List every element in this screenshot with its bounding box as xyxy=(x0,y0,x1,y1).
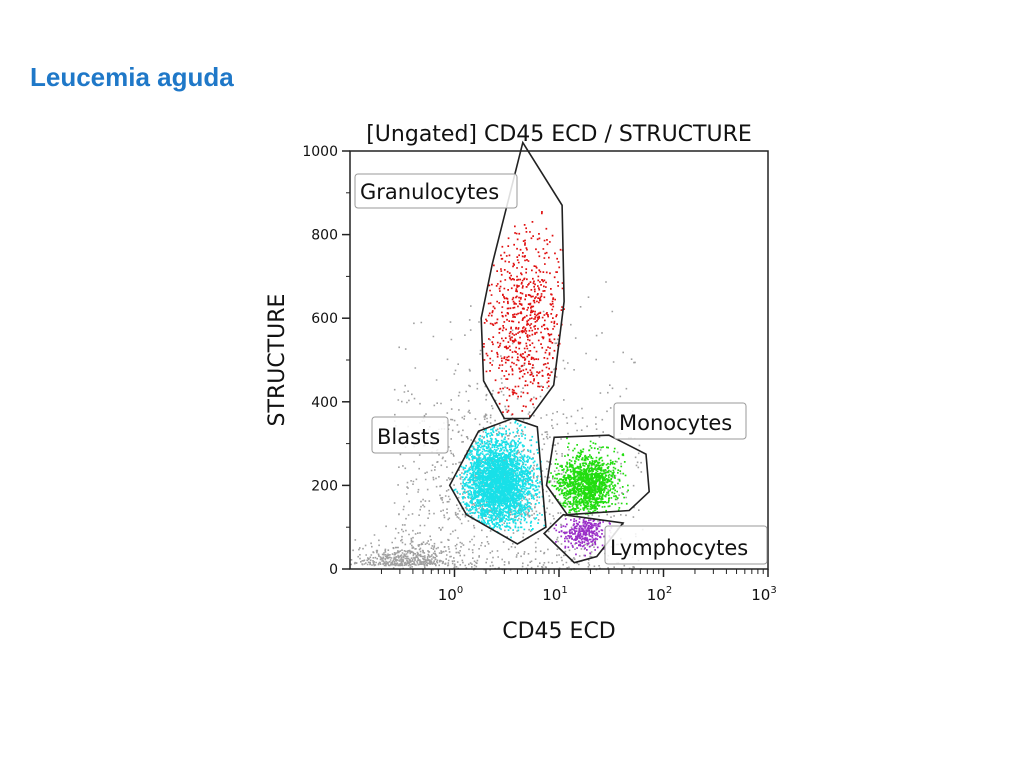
y-tick-label: 1000 xyxy=(302,144,338,160)
gate-label-text: Lymphocytes xyxy=(610,536,748,560)
events-granulocytes xyxy=(483,211,565,417)
y-tick-label: 800 xyxy=(311,228,338,244)
y-tick-label: 400 xyxy=(311,395,338,411)
gate-label-granulocytes: Granulocytes xyxy=(354,173,518,209)
gate-label-lymphocytes: Lymphocytes xyxy=(604,525,768,565)
y-tick-label: 0 xyxy=(329,562,338,578)
y-axis-label: STRUCTURE xyxy=(265,294,290,427)
events-blasts xyxy=(453,420,546,539)
events-layer xyxy=(350,211,644,571)
x-tick-label: 100 xyxy=(438,585,463,604)
events-lymphocytes xyxy=(553,517,616,557)
y-tick-label: 200 xyxy=(311,478,338,494)
events-monocytes xyxy=(548,437,629,517)
gate-lymphocytes[interactable] xyxy=(542,513,625,564)
x-tick-label: 103 xyxy=(751,585,776,604)
gate-label-text: Blasts xyxy=(377,425,440,449)
gate-blasts[interactable] xyxy=(448,417,547,545)
x-tick-label: 102 xyxy=(647,585,672,604)
gate-label-blasts: Blasts xyxy=(371,416,449,454)
x-axis-label: CD45 ECD xyxy=(502,619,616,644)
gate-label-text: Granulocytes xyxy=(360,180,499,204)
plot-frame xyxy=(349,150,769,570)
x-tick-label: 101 xyxy=(542,585,567,604)
gates-layer: Granulocytes Blasts Monocytes Lymphocytes xyxy=(354,140,768,565)
chart-title: [Ungated] CD45 ECD / STRUCTURE xyxy=(366,122,752,147)
y-tick-label: 600 xyxy=(311,311,338,327)
slide-title: Leucemia aguda xyxy=(30,62,234,92)
gate-label-text: Monocytes xyxy=(619,411,732,435)
gate-granulocytes[interactable] xyxy=(480,140,565,420)
axes-layer: 0 200 400 600 800 1000 100 101 102 103 xyxy=(302,144,776,604)
gate-label-monocytes: Monocytes xyxy=(613,402,747,440)
